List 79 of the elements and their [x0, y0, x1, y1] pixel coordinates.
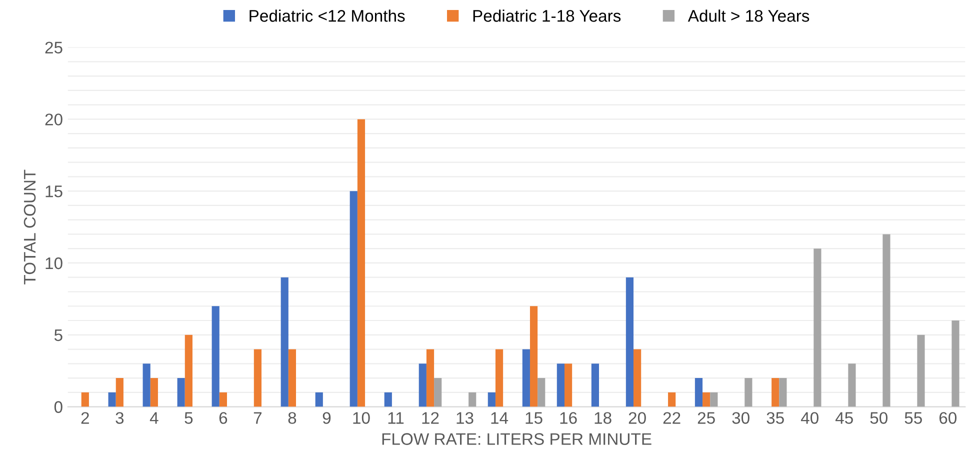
bar	[468, 392, 476, 407]
legend-label: Pediatric 1-18 Years	[473, 10, 621, 22]
x-tick-label: 15	[526, 412, 542, 424]
bar	[668, 392, 676, 407]
y-tick-label: 10	[46, 257, 62, 270]
bar	[81, 392, 89, 407]
x-tick-label: 55	[904, 412, 922, 424]
bar	[814, 248, 822, 407]
bar	[530, 306, 538, 407]
bar	[591, 364, 600, 407]
bar	[219, 392, 227, 407]
x-tick-label: 8	[288, 412, 296, 424]
bar	[538, 378, 546, 407]
bar	[315, 392, 323, 407]
bar	[418, 364, 426, 407]
bar	[556, 364, 564, 407]
x-tick-label: 14	[491, 412, 508, 424]
x-tick-label: 22	[663, 412, 680, 424]
bar	[744, 378, 752, 407]
x-tick-label: 6	[219, 412, 228, 424]
y-tick-label: 0	[54, 401, 62, 413]
bar	[177, 378, 185, 407]
x-tick-label: 18	[594, 412, 612, 424]
x-tick-label: 40	[800, 412, 818, 424]
bar	[426, 349, 434, 407]
x-tick-label: 5	[184, 412, 193, 424]
bar	[917, 334, 925, 407]
x-tick-label: 12	[422, 412, 439, 424]
x-tick-label: 13	[456, 412, 474, 424]
x-tick-label: 25	[698, 412, 715, 424]
x-tick-label: 60	[939, 412, 957, 424]
bar	[882, 234, 890, 407]
legend-label: Adult > 18 Years	[688, 10, 810, 22]
bar	[384, 392, 392, 407]
bar	[702, 392, 710, 407]
bar	[495, 349, 504, 407]
bar	[116, 378, 124, 407]
bar	[694, 378, 703, 407]
bar	[357, 119, 366, 407]
bar	[634, 349, 642, 407]
bar	[488, 392, 496, 407]
bar	[212, 306, 220, 407]
bar	[952, 320, 960, 407]
y-tick-label: 25	[45, 42, 62, 54]
bar	[184, 334, 192, 407]
bar	[626, 277, 634, 407]
x-tick-label: 50	[870, 412, 888, 424]
bar	[142, 364, 150, 407]
bar	[108, 392, 116, 407]
x-tick-label: 4	[150, 412, 158, 424]
x-tick-label: 11	[388, 412, 404, 424]
y-tick-label: 20	[45, 114, 62, 126]
x-tick-label: 2	[81, 412, 89, 424]
x-axis-title: FLOW RATE: LITERS PER MINUTE	[382, 433, 652, 445]
x-tick-label: 10	[353, 412, 370, 424]
y-tick-label: 5	[54, 329, 62, 342]
x-tick-label: 30	[732, 412, 750, 424]
y-axis-title: TOTAL COUNT	[24, 170, 36, 284]
bar	[779, 378, 787, 407]
x-tick-label: 16	[560, 412, 577, 424]
bar	[522, 349, 530, 407]
x-tick-label: 35	[766, 412, 784, 424]
bar	[434, 378, 442, 407]
bar	[150, 378, 158, 407]
bar	[710, 392, 718, 407]
x-tick-label: 7	[254, 412, 262, 424]
x-tick-label: 20	[628, 412, 646, 424]
bar	[280, 277, 288, 407]
x-tick-label: 3	[116, 412, 124, 424]
bar	[350, 191, 358, 407]
legend-label: Pediatric <12 Months	[250, 10, 405, 22]
bar	[772, 378, 780, 407]
bar	[848, 364, 856, 407]
y-tick-label: 15	[46, 186, 62, 198]
x-tick-label: 45	[835, 412, 853, 424]
bar	[564, 364, 572, 407]
x-tick-label: 9	[322, 412, 331, 424]
bar	[254, 349, 262, 407]
bar	[288, 349, 296, 407]
